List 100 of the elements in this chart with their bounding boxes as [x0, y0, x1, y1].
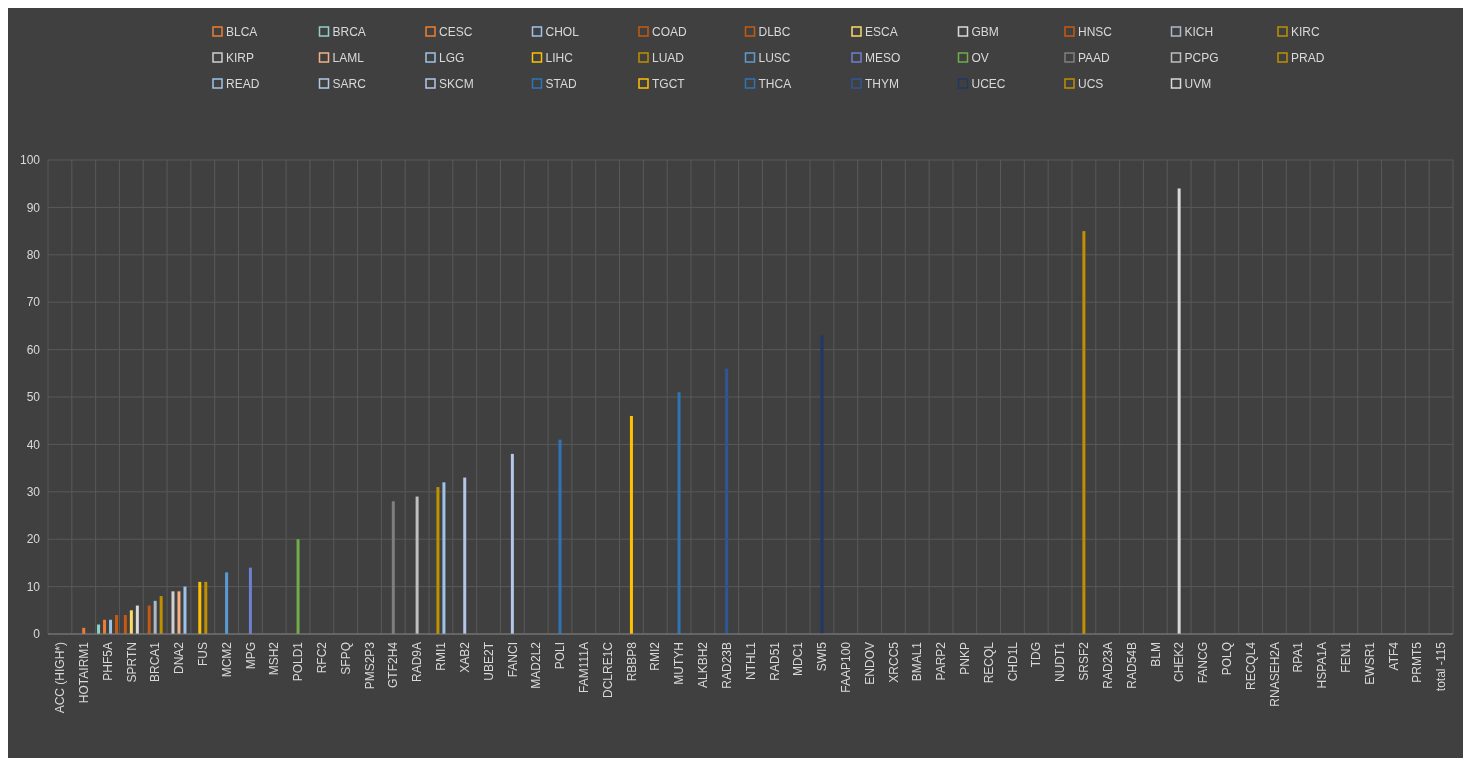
- y-tick-label: 60: [26, 342, 41, 357]
- x-tick-label: PMS2P3: [362, 641, 377, 690]
- x-tick-label: RECQL: [981, 641, 996, 684]
- legend-label: UCEC: [971, 77, 1006, 92]
- x-tick-label: FANCI: [505, 642, 520, 678]
- legend-label: LAML: [332, 51, 365, 66]
- x-tick-label: MPG: [243, 642, 258, 670]
- legend-label: DLBC: [758, 25, 791, 40]
- x-tick-label: FAAP100: [838, 641, 853, 693]
- x-tick-label: ATF4: [1386, 641, 1401, 671]
- x-tick-label: SWI5: [815, 641, 830, 672]
- legend-label: STAD: [545, 77, 577, 92]
- x-tick-label: MUTYH: [672, 642, 687, 685]
- x-tick-label: RBBP8: [624, 641, 639, 682]
- x-tick-label: XRCC5: [886, 641, 901, 683]
- legend-label: HNSC: [1078, 25, 1113, 40]
- x-tick-label: XAB2: [457, 641, 472, 673]
- x-tick-label: PRMT5: [1410, 641, 1425, 683]
- y-tick-label: 30: [26, 485, 41, 499]
- y-tick-label: 0: [33, 627, 41, 642]
- legend-label: LIHC: [545, 51, 574, 66]
- x-tick-label: NTHL1: [743, 641, 758, 681]
- x-tick-label: PHF5A: [100, 642, 115, 681]
- legend-label: READ: [226, 77, 260, 92]
- x-tick-label: RAD23A: [1100, 642, 1115, 689]
- x-tick-label: RAD51: [767, 641, 782, 681]
- legend-label: PCPG: [1184, 51, 1219, 66]
- legend-label: COAD: [652, 25, 687, 40]
- legend-label: BRCA: [332, 25, 366, 40]
- x-tick-label: ENDOV: [862, 642, 877, 685]
- x-tick-label: total -115: [1434, 641, 1449, 692]
- y-tick-label: 90: [26, 200, 41, 215]
- legend-label: PAAD: [1078, 51, 1111, 66]
- y-tick-label: 100: [19, 153, 41, 168]
- x-tick-label: UBE2T: [481, 641, 496, 681]
- x-tick-label: RMI1: [434, 641, 449, 671]
- x-tick-label: FAM111A: [577, 642, 592, 693]
- x-tick-label: RFC2: [315, 641, 330, 674]
- legend-label: CESC: [439, 25, 473, 40]
- x-tick-label: MDC1: [791, 641, 806, 677]
- x-tick-label: DNA2: [172, 641, 187, 675]
- x-tick-label: SPRTN: [124, 642, 139, 683]
- x-tick-label: RAD23B: [719, 642, 734, 689]
- x-tick-label: ACC (HIGH*): [53, 642, 68, 714]
- x-tick-label: NUDT1: [1053, 641, 1068, 683]
- x-tick-label: SFPQ: [338, 642, 353, 675]
- x-tick-label: BMAL1: [910, 641, 925, 682]
- x-tick-label: MCM2: [219, 641, 234, 678]
- y-tick-label: 70: [26, 295, 41, 310]
- x-tick-label: DCLRE1C: [600, 641, 615, 699]
- x-tick-label: MAD2L2: [529, 641, 544, 689]
- x-tick-label: POLI: [553, 642, 568, 670]
- x-tick-label: PARP2: [934, 641, 949, 681]
- x-tick-label: EWSR1: [1362, 641, 1377, 685]
- x-tick-label: BRCA1: [148, 641, 163, 683]
- x-tick-label: SRSF2: [1077, 641, 1092, 681]
- legend-label: UCS: [1078, 77, 1104, 92]
- x-tick-label: POLQ: [1219, 642, 1234, 676]
- y-tick-label: 80: [26, 248, 41, 262]
- legend-label: THCA: [758, 77, 792, 92]
- y-tick-label: 10: [26, 579, 41, 594]
- legend-label: KICH: [1184, 25, 1214, 40]
- legend-label: UVM: [1184, 77, 1212, 92]
- x-tick-label: RNASEH2A: [1267, 642, 1282, 707]
- x-tick-label: RECQL4: [1243, 641, 1258, 691]
- legend-label: KIRC: [1291, 25, 1320, 40]
- x-tick-label: POLD1: [291, 641, 306, 682]
- legend-label: ESCA: [865, 25, 898, 40]
- x-tick-label: RMI2: [648, 641, 663, 671]
- legend-label: THYM: [865, 77, 899, 92]
- legend-label: CHOL: [545, 25, 580, 40]
- legend-label: PRAD: [1291, 51, 1325, 66]
- x-tick-label: CHEK2: [1172, 641, 1187, 683]
- x-tick-label: CHD1L: [1005, 641, 1020, 682]
- x-tick-label: FANCG: [1196, 642, 1211, 684]
- x-tick-label: RPA1: [1291, 641, 1306, 673]
- y-tick-label: 40: [26, 437, 41, 452]
- legend-label: TGCT: [652, 77, 686, 92]
- x-tick-label: RAD54B: [1124, 642, 1139, 689]
- legend-label: SARC: [332, 77, 367, 92]
- legend-label: LUSC: [758, 51, 791, 66]
- legend-label: SKCM: [439, 77, 474, 92]
- legend-label: BLCA: [226, 25, 258, 40]
- y-tick-label: 50: [26, 390, 41, 405]
- x-tick-label: RAD9A: [410, 642, 425, 683]
- legend-label: LGG: [439, 51, 465, 66]
- x-tick-label: PNKP: [958, 642, 973, 675]
- x-tick-label: HOTAIRM1: [76, 641, 91, 704]
- x-tick-label: BLM: [1148, 642, 1163, 667]
- y-tick-label: 20: [26, 532, 41, 547]
- x-tick-label: MSH2: [267, 641, 282, 676]
- legend-label: GBM: [971, 25, 999, 40]
- legend-label: OV: [971, 51, 989, 66]
- x-tick-label: ALKBH2: [696, 641, 711, 689]
- legend-label: LUAD: [652, 51, 685, 66]
- x-tick-label: TDG: [1029, 642, 1044, 668]
- legend-label: MESO: [865, 51, 901, 66]
- x-tick-label: HSPA1A: [1315, 642, 1330, 689]
- x-tick-label: FEN1: [1339, 641, 1354, 673]
- x-tick-label: GTF2H4: [386, 641, 401, 689]
